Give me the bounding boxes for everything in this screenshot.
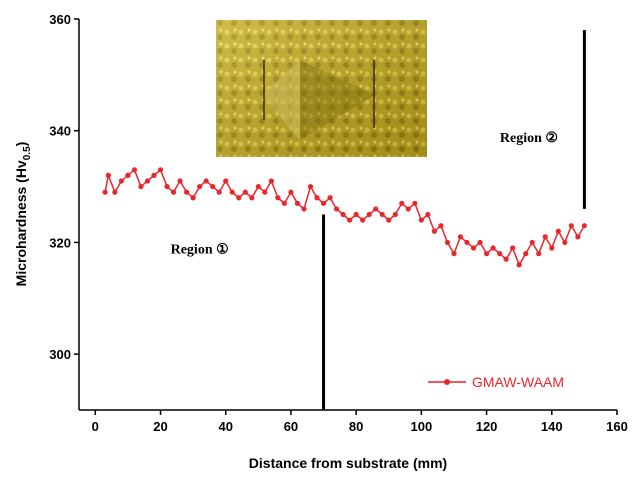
- data-point: [483, 251, 490, 257]
- legend-label: GMAW-WAAM: [472, 374, 564, 390]
- data-point: [262, 189, 268, 195]
- data-point: [216, 189, 222, 195]
- data-point: [360, 217, 366, 223]
- y-axis-label: Microhardness (Hv0.5): [13, 142, 33, 287]
- annotation: Region ②: [500, 131, 558, 146]
- y-label-sub: 0.5: [22, 146, 33, 160]
- data-point: [457, 234, 464, 240]
- data-point: [444, 239, 451, 246]
- data-point: [125, 172, 131, 178]
- x-tick-label: 0: [92, 419, 99, 434]
- data-point: [131, 167, 138, 173]
- data-point: [418, 217, 424, 223]
- data-point: [373, 206, 379, 212]
- data-point: [138, 183, 144, 190]
- data-point: [294, 200, 301, 206]
- data-point: [340, 211, 346, 218]
- inset-photo: [216, 20, 427, 157]
- data-point: [314, 195, 320, 201]
- data-point: [268, 178, 274, 184]
- y-tick-label: 340: [49, 124, 71, 139]
- data-point: [392, 211, 398, 218]
- data-point: [451, 251, 457, 257]
- data-point: [144, 178, 151, 184]
- data-point: [210, 183, 216, 190]
- x-tick-label: 60: [284, 419, 298, 434]
- data-point: [347, 217, 353, 223]
- data-point: [425, 211, 431, 218]
- data-point: [307, 183, 314, 190]
- data-point: [490, 245, 496, 251]
- data-point: [281, 200, 288, 206]
- data-point: [242, 189, 248, 195]
- data-point: [157, 167, 164, 173]
- data-point: [399, 200, 405, 206]
- data-point: [464, 239, 470, 246]
- data-point: [320, 200, 327, 206]
- data-point: [151, 172, 157, 178]
- data-point: [223, 178, 229, 184]
- data-point: [575, 234, 581, 240]
- data-point: [327, 195, 333, 201]
- data-point: [112, 189, 118, 195]
- data-point: [184, 189, 190, 195]
- data-point: [197, 183, 203, 190]
- data-point: [164, 183, 170, 190]
- x-axis-label: Distance from substrate (mm): [249, 455, 447, 471]
- data-point: [555, 228, 561, 234]
- x-tick-label: 40: [218, 419, 232, 434]
- data-point: [542, 234, 548, 240]
- data-point: [477, 239, 483, 246]
- data-point: [249, 195, 255, 201]
- data-point: [105, 172, 111, 178]
- data-point: [503, 256, 509, 262]
- x-tick-label: 120: [476, 419, 498, 434]
- data-point: [470, 245, 477, 251]
- y-label-end: ): [13, 142, 29, 147]
- data-point: [353, 211, 359, 218]
- data-point: [102, 189, 108, 195]
- y-tick-label: 300: [49, 347, 71, 362]
- data-point: [412, 200, 418, 206]
- data-point: [568, 223, 574, 229]
- data-point: [497, 251, 503, 257]
- data-point: [510, 245, 516, 251]
- y-tick-label: 360: [49, 12, 71, 27]
- data-point: [516, 262, 522, 268]
- data-point: [118, 178, 124, 184]
- data-point: [366, 211, 372, 218]
- data-point: [255, 183, 261, 190]
- data-point: [275, 195, 281, 201]
- data-point: [431, 228, 438, 234]
- data-point: [229, 189, 235, 195]
- data-point: [333, 206, 340, 212]
- x-tick-label: 140: [541, 419, 563, 434]
- x-tick-label: 160: [606, 419, 628, 434]
- data-point: [529, 239, 535, 246]
- data-point: [405, 206, 411, 212]
- x-tick-label: 80: [349, 419, 363, 434]
- data-point: [562, 239, 568, 246]
- data-point: [190, 195, 196, 201]
- data-point: [536, 251, 542, 257]
- data-point: [386, 217, 392, 223]
- y-tick-label: 320: [49, 235, 71, 250]
- data-point: [438, 223, 444, 229]
- data-point: [170, 189, 177, 195]
- y-label-main: Microhardness (Hv: [13, 160, 29, 286]
- data-point: [301, 206, 307, 212]
- data-point: [177, 178, 183, 184]
- data-point: [581, 223, 587, 229]
- data-point: [288, 189, 294, 195]
- x-tick-label: 20: [153, 419, 167, 434]
- legend-marker: [444, 379, 450, 385]
- data-point: [379, 211, 385, 218]
- x-tick-label: 100: [411, 419, 433, 434]
- data-point: [203, 178, 209, 184]
- annotation: Region ①: [171, 243, 229, 258]
- data-point: [549, 245, 555, 251]
- data-point: [236, 195, 242, 201]
- data-point: [523, 251, 529, 257]
